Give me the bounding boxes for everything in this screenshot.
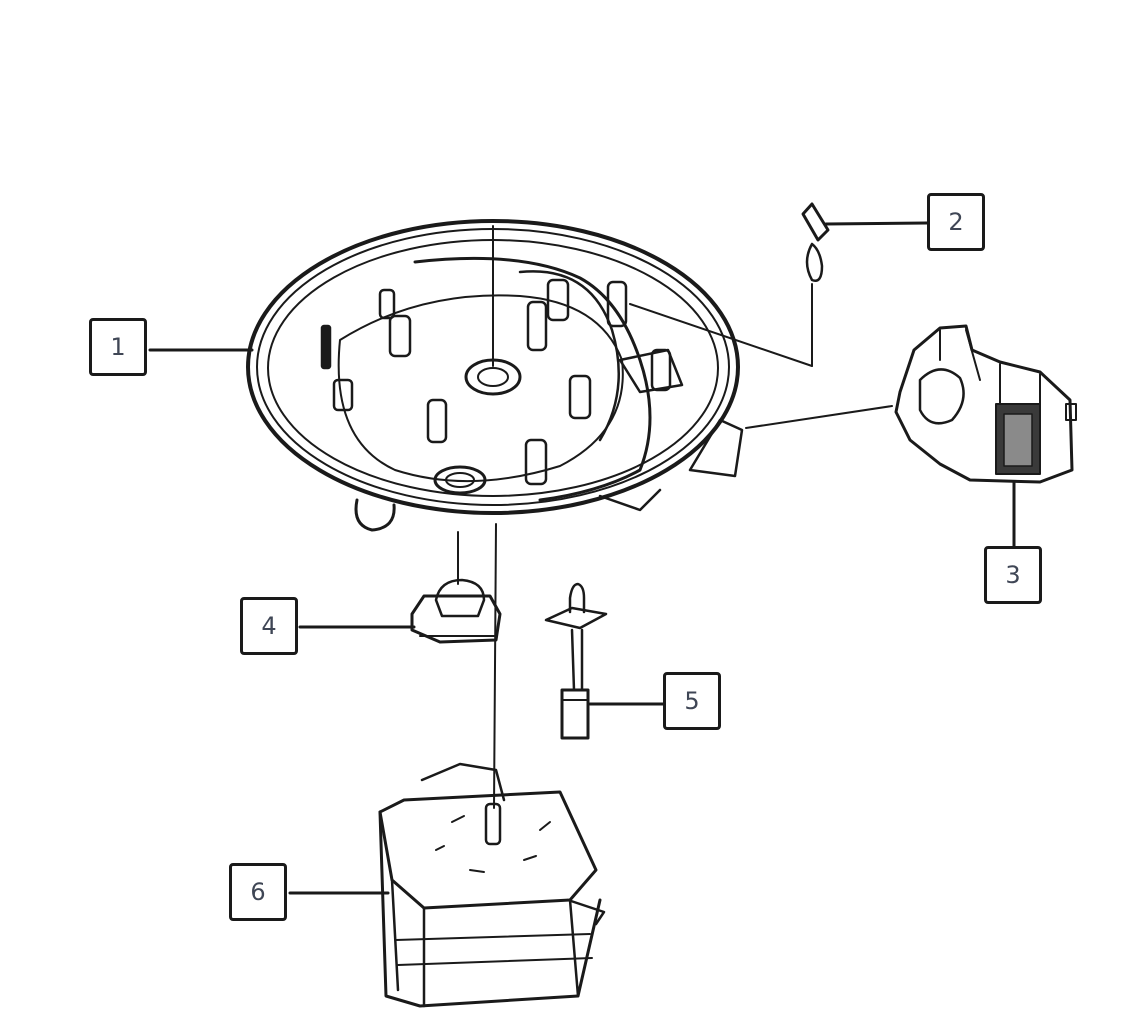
part-3-pump-assembly xyxy=(894,324,1077,484)
part-1-base-plate xyxy=(246,219,744,532)
callout-5: 5 xyxy=(663,672,721,730)
callout-2: 2 xyxy=(927,193,985,251)
part-6-motor xyxy=(378,762,606,1008)
callout-1: 1 xyxy=(89,318,147,376)
callout-3: 3 xyxy=(984,546,1042,604)
leader-lines xyxy=(148,221,1016,895)
callout-6: 6 xyxy=(229,863,287,921)
part-4-thermostat xyxy=(410,578,502,644)
callout-4: 4 xyxy=(240,597,298,655)
part-5-sensor xyxy=(544,582,608,740)
part-2-clip xyxy=(801,202,830,282)
